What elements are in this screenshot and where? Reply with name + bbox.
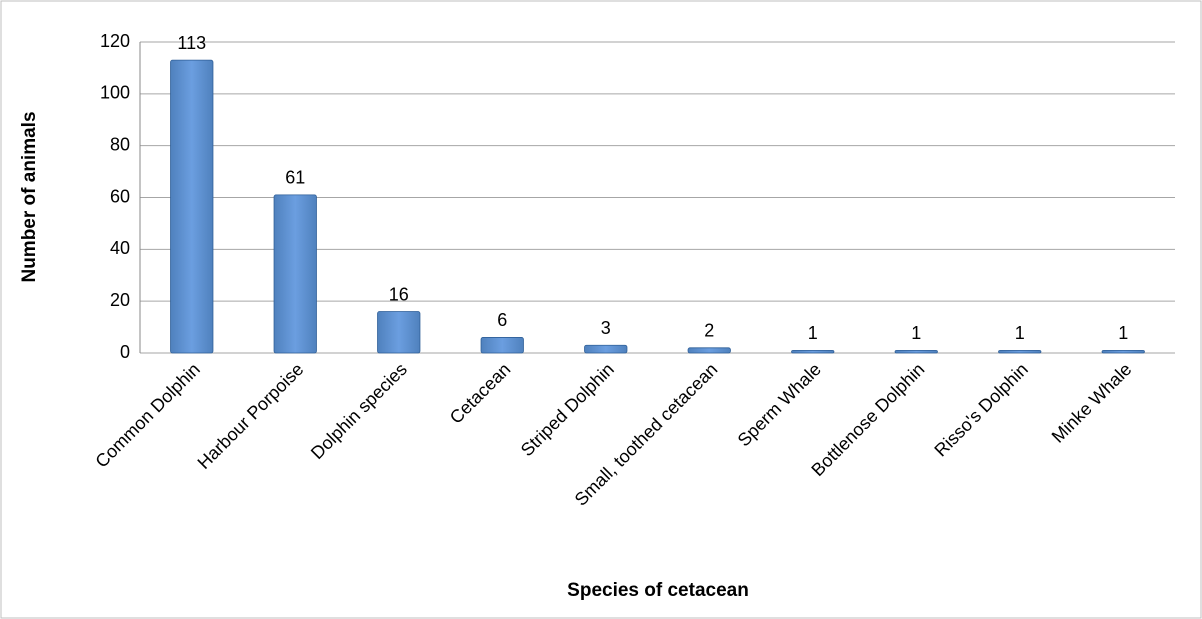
y-tick-label: 60 — [110, 186, 130, 206]
bar — [377, 311, 421, 354]
data-label: 1 — [808, 323, 818, 343]
x-axis-title: Species of cetacean — [567, 580, 749, 601]
bar — [273, 194, 317, 354]
data-label: 1 — [1015, 323, 1025, 343]
y-tick-label: 40 — [110, 238, 130, 258]
bar — [687, 347, 731, 354]
data-label: 61 — [285, 168, 305, 188]
y-tick-label: 120 — [100, 31, 130, 51]
bar — [170, 59, 214, 354]
bar — [998, 350, 1042, 354]
data-label: 2 — [704, 321, 714, 341]
data-label: 16 — [389, 284, 409, 304]
bar — [791, 350, 835, 354]
data-label: 1 — [1118, 323, 1128, 343]
y-tick-label: 100 — [100, 83, 130, 103]
bar — [894, 350, 938, 354]
bar — [480, 337, 524, 354]
y-axis-title: Number of animals — [19, 111, 40, 282]
data-label: 1 — [911, 323, 921, 343]
bar — [1101, 350, 1145, 354]
y-tick-label: 0 — [120, 342, 130, 362]
data-label: 113 — [177, 33, 206, 53]
y-tick-label: 20 — [110, 290, 130, 310]
y-tick-label: 80 — [110, 134, 130, 154]
data-label: 3 — [601, 318, 611, 338]
bar — [584, 344, 628, 354]
data-label: 6 — [497, 310, 507, 330]
